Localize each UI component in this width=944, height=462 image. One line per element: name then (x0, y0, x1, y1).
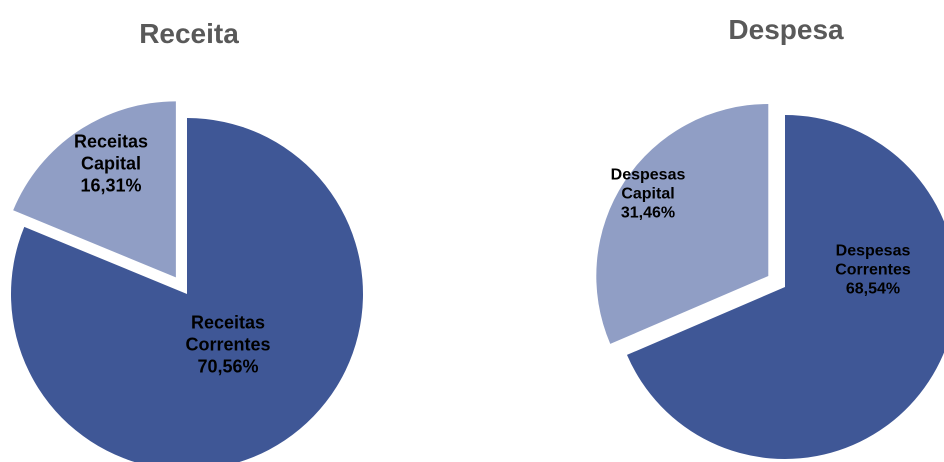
slice-label-receitas-capital: Receitas Capital 16,31% (74, 131, 148, 195)
pie-slice-receitas-capital (13, 101, 176, 278)
slice-percentage: 16,31% (80, 175, 141, 195)
slice-label-despesas-correntes: Despesas Correntes 68,54% (835, 243, 911, 298)
slice-label-line: Correntes (185, 334, 270, 354)
slice-label-line: Despesas (611, 167, 686, 184)
slice-label-receitas-correntes: Receitas Correntes 70,56% (185, 312, 270, 376)
despesa-pie: Despesas Correntes 68,54% Despesas Capital 31… (596, 103, 944, 459)
slice-percentage: 70,56% (197, 356, 258, 376)
slice-label-line: Capital (81, 153, 141, 173)
slice-label-line: Despesas (836, 243, 911, 260)
slice-label-line: Capital (621, 186, 674, 203)
pie-slice-despesas-correntes (626, 115, 944, 459)
slice-label-line: Receitas (74, 131, 148, 151)
receita-chart-title: Receita (139, 18, 239, 49)
despesa-chart-title: Despesa (728, 14, 844, 45)
slice-label-line: Receitas (191, 312, 265, 332)
slice-percentage: 68,54% (846, 281, 900, 298)
pie-slice-receitas-correntes (11, 118, 363, 462)
pie-slice-despesas-capital (596, 103, 769, 344)
receita-pie: Receitas Correntes 70,56%Receitas Capital 16… (11, 101, 363, 462)
slice-percentage: 31,46% (621, 205, 675, 222)
slice-label-line: Correntes (835, 262, 911, 279)
slice-label-despesas-capital: Despesas Capital 31,46% (611, 167, 686, 222)
